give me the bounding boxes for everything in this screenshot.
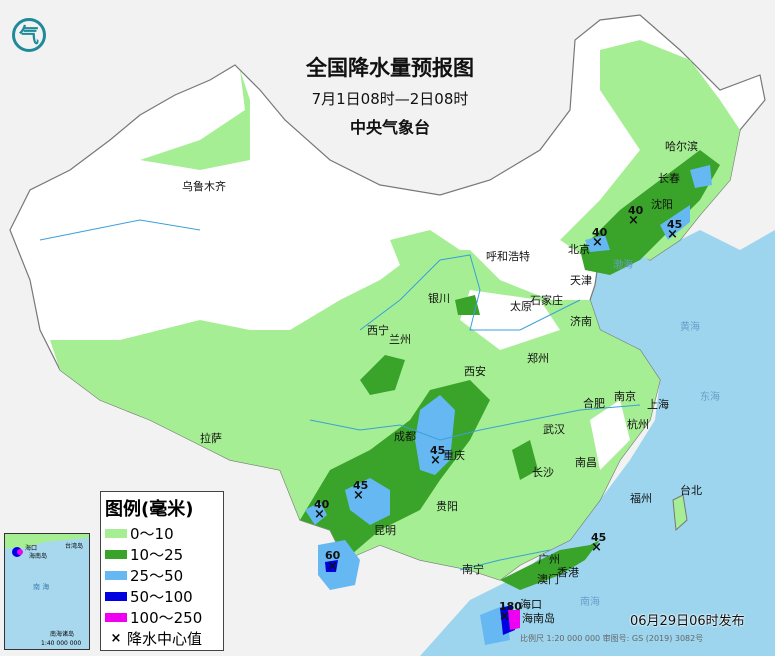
- sea-label: 南海: [580, 595, 600, 608]
- rain-center-marker: ×45: [430, 444, 445, 468]
- svg-text:×: ×: [667, 227, 678, 242]
- issue-time: 06月29日06时发布: [630, 614, 745, 629]
- rivers: [39, 219, 641, 571]
- city-label: 合肥: [583, 396, 605, 410]
- svg-text:×: ×: [430, 453, 441, 468]
- city-label: 北京: [568, 242, 590, 256]
- scale-note: 比例尺 1:20 000 000 审图号: GS (2019) 3082号: [520, 634, 704, 643]
- rain-centers: ×40 ×40 ×45 ×45 ×45 ×40 ×60 ×45 ×180: [314, 204, 682, 624]
- sea-label: 渤海: [613, 258, 633, 271]
- agency-name: 中央气象台: [349, 118, 430, 137]
- svg-text:45: 45: [591, 531, 606, 544]
- rain-center-marker: ×60: [325, 549, 341, 574]
- city-label: 海南岛: [522, 611, 555, 625]
- svg-text:×: ×: [327, 559, 338, 574]
- svg-text:×: ×: [353, 488, 364, 503]
- city-label: 重庆: [443, 448, 465, 462]
- city-label: 南昌: [575, 456, 597, 469]
- city-label: 武汉: [543, 423, 565, 436]
- cross-icon: ×: [110, 631, 122, 646]
- rain-50-100: [325, 560, 338, 572]
- city-label: 兰州: [389, 333, 411, 346]
- sea-label: 东海: [700, 390, 720, 403]
- city-label: 福州: [630, 491, 652, 505]
- city-label: 广州: [538, 553, 560, 566]
- city-label: 郑州: [527, 351, 549, 365]
- city-label: 天津: [570, 274, 592, 287]
- svg-text:40: 40: [314, 498, 330, 511]
- inset-label: 海南岛: [29, 552, 47, 560]
- svg-text:×: ×: [591, 540, 602, 555]
- city-label: 银川: [428, 291, 450, 305]
- legend-item: 10～25: [105, 544, 219, 565]
- city-label: 贵阳: [436, 500, 458, 513]
- city-labels: 乌鲁木齐 哈尔滨 长春 沈阳 北京 天津 呼和浩特 石家庄 太原 济南 银川 西…: [182, 139, 702, 625]
- taiwan: [672, 494, 688, 532]
- city-label: 沈阳: [651, 197, 673, 211]
- sea: [420, 230, 775, 656]
- inset-label: 海口: [25, 544, 37, 552]
- svg-text:45: 45: [353, 479, 368, 492]
- svg-text:45: 45: [430, 444, 445, 457]
- city-label: 呼和浩特: [486, 249, 530, 263]
- rain-center-marker: ×180: [499, 600, 522, 624]
- svg-text:40: 40: [628, 204, 644, 217]
- city-label: 西宁: [367, 323, 389, 337]
- svg-text:180: 180: [499, 600, 522, 613]
- city-label: 长沙: [532, 466, 554, 479]
- svg-text:×: ×: [628, 213, 639, 228]
- city-label: 昆明: [374, 524, 396, 537]
- inset-label: 1:40 000 000: [41, 640, 81, 647]
- inset-label: 南 海: [33, 582, 49, 591]
- map-title: 全国降水量预报图: [306, 56, 474, 80]
- inset-label: 南海诸岛: [50, 630, 74, 638]
- svg-text:×: ×: [499, 609, 510, 624]
- rain-center-marker: ×40: [592, 226, 608, 250]
- legend: 图例(毫米) 0～10 10～25 25～50 50～100 100～250 ×…: [100, 491, 224, 651]
- svg-text:×: ×: [592, 235, 603, 250]
- legend-item: 0～10: [105, 523, 219, 544]
- rain-100-250: [508, 610, 520, 630]
- city-label: 澳门: [537, 572, 559, 586]
- city-label: 台北: [680, 483, 702, 497]
- city-label: 乌鲁木齐: [182, 179, 226, 193]
- sea-labels: 渤海 黄海 东海 南海: [580, 258, 720, 608]
- city-label: 成都: [394, 430, 416, 443]
- legend-item: 50～100: [105, 586, 219, 607]
- city-label: 南宁: [462, 562, 484, 576]
- city-label: 济南: [570, 314, 592, 328]
- rain-center-marker: ×40: [314, 498, 330, 522]
- city-label: 哈尔滨: [665, 139, 698, 153]
- city-label: 太原: [510, 300, 532, 313]
- rain-center-marker: ×45: [353, 479, 368, 503]
- legend-item: 100～250: [105, 607, 219, 628]
- city-label: 长春: [658, 172, 680, 185]
- legend-item: × 降水中心值: [105, 628, 219, 649]
- svg-text:60: 60: [325, 549, 341, 562]
- city-label: 杭州: [627, 417, 649, 431]
- rain-center-marker: ×40: [628, 204, 644, 228]
- sea-label: 黄海: [680, 320, 700, 333]
- rain-25-50: [305, 165, 712, 645]
- rain-center-marker: ×45: [667, 218, 682, 242]
- legend-item: 25～50: [105, 565, 219, 586]
- city-label: 西安: [464, 364, 486, 378]
- svg-text:45: 45: [667, 218, 682, 231]
- svg-text:40: 40: [592, 226, 608, 239]
- legend-title: 图例(毫米): [105, 499, 194, 520]
- south-china-sea-inset: 海口 海南岛 南 海 台湾岛 南海诸岛 1:40 000 000: [4, 533, 90, 650]
- city-label: 拉萨: [200, 431, 222, 445]
- inset-label: 台湾岛: [65, 542, 83, 550]
- cma-logo: 气: [12, 18, 46, 52]
- rain-center-marker: ×45: [591, 531, 606, 555]
- city-label: 上海: [647, 397, 669, 411]
- city-label: 香港: [557, 566, 579, 579]
- city-label: 海口: [520, 597, 542, 611]
- city-label: 石家庄: [530, 293, 563, 307]
- svg-text:×: ×: [314, 507, 325, 522]
- forecast-period: 7月1日08时—2日08时: [311, 90, 469, 108]
- city-label: 南京: [614, 389, 636, 403]
